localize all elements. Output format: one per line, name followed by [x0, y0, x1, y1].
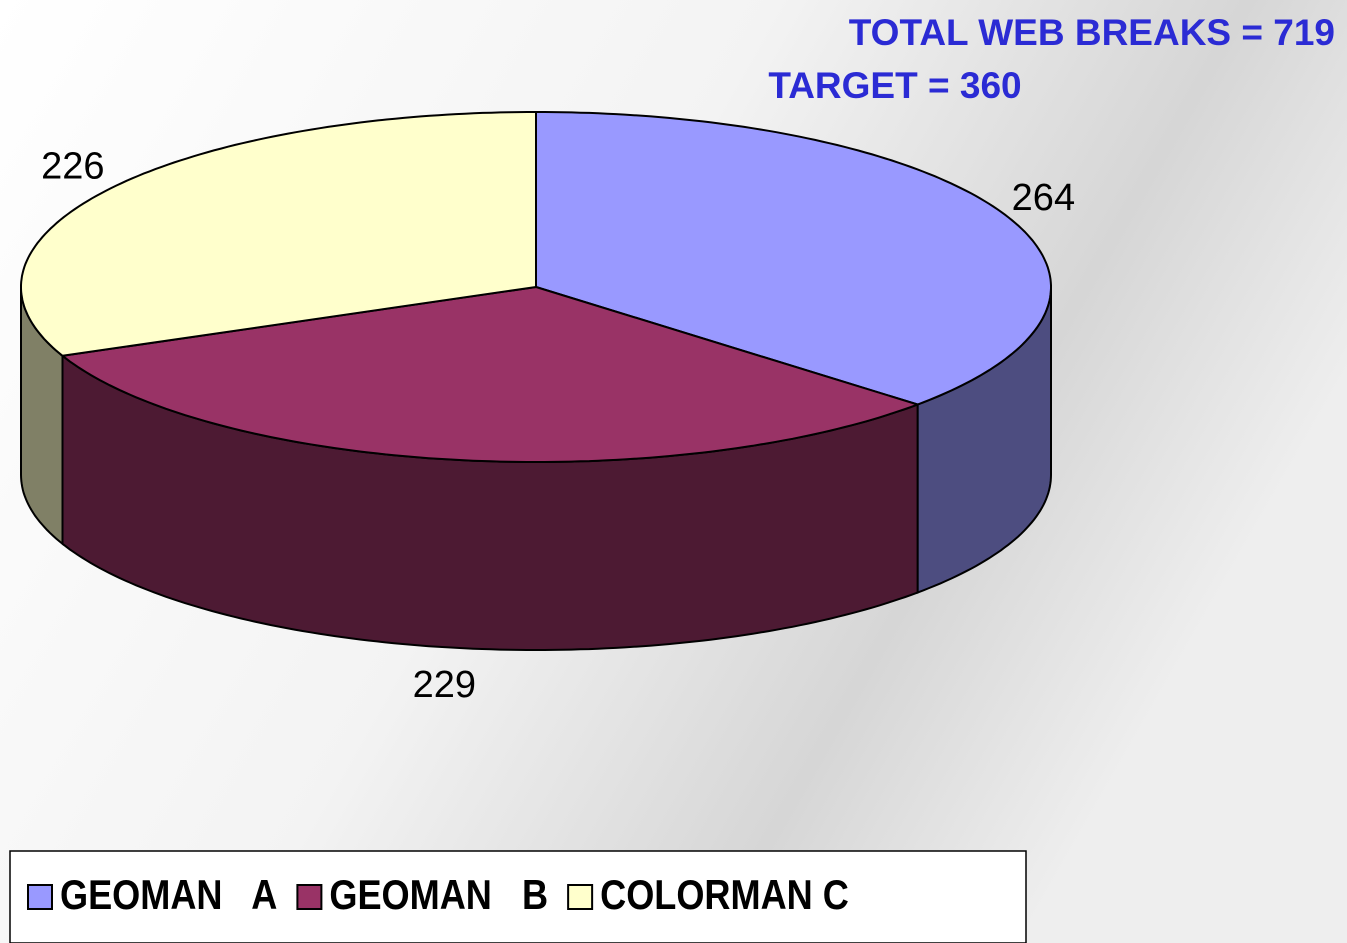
legend-label: COLORMAN C	[600, 873, 849, 919]
legend-label: GEOMAN B	[329, 873, 548, 919]
chart: TOTAL WEB BREAKS = 719 TARGET = 360 264 2…	[0, 0, 1347, 943]
annotation: TARGET = 360	[768, 65, 1021, 106]
legend-label: GEOMAN A	[60, 873, 277, 919]
data-label: 264	[1012, 177, 1075, 219]
data-label: 229	[413, 664, 476, 706]
annotation: TOTAL WEB BREAKS = 719	[849, 12, 1335, 53]
legend-swatch	[297, 885, 321, 909]
legend-swatch	[28, 885, 52, 909]
legend-swatch	[568, 885, 592, 909]
data-label: 226	[41, 146, 104, 188]
